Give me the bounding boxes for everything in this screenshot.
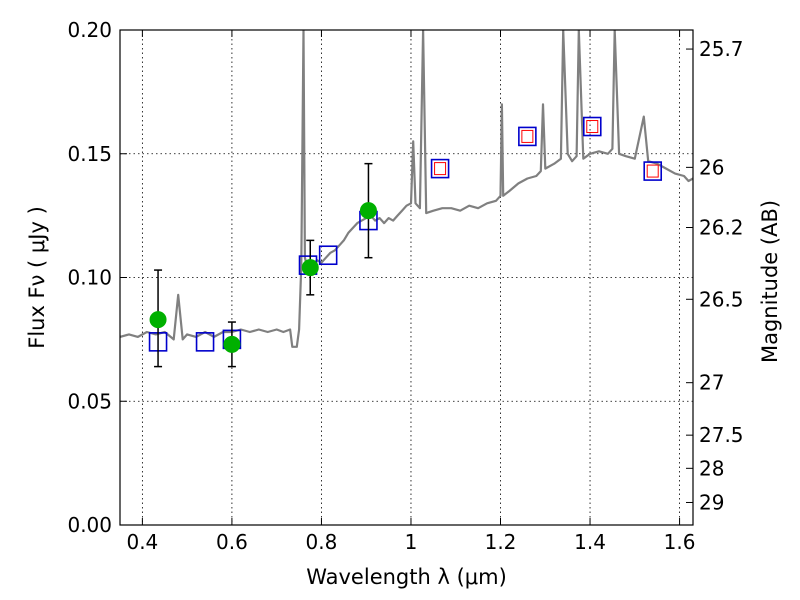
model-photometry-square: [582, 116, 602, 137]
y-tick-label: 0.05: [67, 389, 112, 413]
y2-tick-label: 27.5: [699, 423, 744, 447]
observed-point: [223, 335, 241, 353]
upper-limit-square: [646, 164, 659, 178]
x-tick-label: 1.2: [485, 530, 517, 554]
observed-point: [149, 311, 167, 329]
spectrum-line: [120, 30, 693, 348]
observed-point: [359, 202, 377, 220]
y2-tick-label: 28: [699, 456, 724, 480]
model-photometry-square: [518, 126, 537, 147]
x-tick-label: 0.6: [216, 530, 248, 554]
model-photometry-square: [430, 158, 450, 179]
upper-limit-square: [434, 162, 447, 176]
x-tick-label: 1.4: [574, 530, 606, 554]
x-axis-title: Wavelength λ (μm): [306, 565, 507, 589]
x-tick-label: 0.4: [126, 530, 158, 554]
x-tick-label: 1: [405, 530, 418, 554]
y-tick-label: 0.15: [67, 142, 112, 166]
observed-point: [301, 259, 319, 277]
y2-tick-label: 29: [699, 490, 724, 514]
y2-axis-title: Magnitude (AB): [758, 200, 782, 363]
x-tick-label: 1.6: [664, 530, 696, 554]
upper-limit-square: [521, 129, 534, 143]
plot-area: [120, 30, 693, 368]
y-tick-label: 0.20: [67, 18, 112, 42]
model-photometry-square: [318, 245, 338, 266]
y2-tick-label: 26.2: [699, 216, 744, 240]
upper-limit-square: [586, 120, 599, 134]
y2-tick-label: 27: [699, 371, 724, 395]
grid: [120, 29, 693, 526]
y-tick-label: 0.00: [67, 513, 112, 537]
model-photometry-square: [195, 332, 215, 352]
axis-ticks: 0.4 0.6 0.8 1 1.2 1.4 1.6 0.00 0.05 0.10 0.15 0.20 2…: [67, 18, 743, 554]
y-axis-title: Flux Fν ( μJy ): [25, 206, 49, 349]
x-tick-label: 0.8: [306, 530, 338, 554]
model-photometry-square: [643, 161, 663, 181]
y2-tick-label: 25.7: [699, 37, 744, 61]
y2-tick-label: 26.5: [699, 287, 744, 311]
y2-tick-label: 26: [699, 155, 724, 179]
y-tick-label: 0.10: [67, 266, 112, 290]
